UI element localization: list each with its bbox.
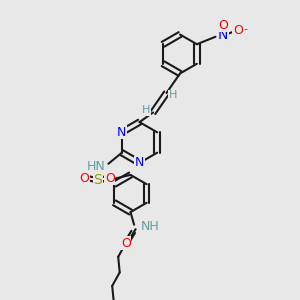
Text: NH: NH (141, 220, 160, 233)
Text: O: O (233, 24, 243, 37)
Text: HN: HN (87, 160, 105, 173)
Text: N: N (117, 126, 127, 139)
Text: O: O (105, 172, 115, 185)
Text: S: S (94, 173, 102, 187)
Text: -: - (244, 24, 248, 34)
Text: O: O (121, 237, 130, 250)
Text: H: H (142, 105, 151, 115)
Text: H: H (169, 90, 177, 100)
Text: O: O (80, 172, 89, 185)
Text: N: N (218, 28, 228, 42)
Text: O: O (218, 19, 228, 32)
Text: N: N (135, 156, 144, 170)
